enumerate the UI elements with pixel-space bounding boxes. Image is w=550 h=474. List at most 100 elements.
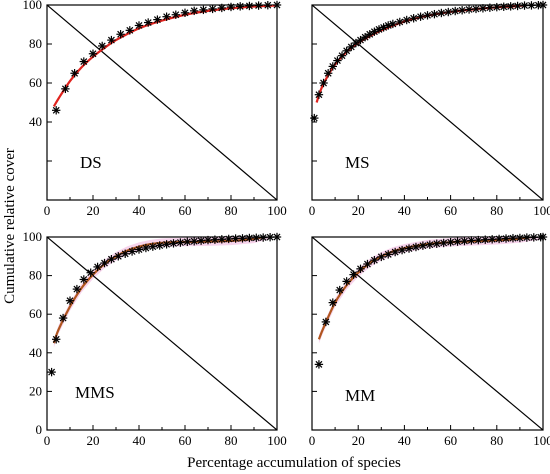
data-point <box>61 84 70 94</box>
x-tick-label: 60 <box>444 433 457 448</box>
data-point <box>384 250 393 259</box>
data-point <box>199 5 208 15</box>
data-point <box>141 243 151 253</box>
data-point <box>360 32 370 42</box>
data-point <box>349 270 358 279</box>
data-points <box>47 232 282 377</box>
x-tick-label: 60 <box>179 433 192 448</box>
data-point <box>351 38 361 48</box>
y-tick-label: 40 <box>29 114 42 129</box>
data-point <box>314 360 324 369</box>
data-point <box>254 1 263 10</box>
data-point <box>148 242 157 251</box>
data-point <box>310 113 319 123</box>
data-point <box>464 5 474 14</box>
data-point <box>272 0 282 10</box>
data-point <box>397 245 407 255</box>
y-tick-label: 20 <box>29 383 42 398</box>
data-point <box>127 247 137 256</box>
x-tick-label: 40 <box>133 203 146 218</box>
y-tick-label: 40 <box>29 345 42 360</box>
data-point <box>52 335 61 344</box>
data-point <box>153 15 162 24</box>
panels: 0 20 40 60 80 100 40 60 80 100 DS 0 20 40 60 80 100 MS 0 20… <box>23 0 550 448</box>
data-point <box>425 240 435 249</box>
data-point <box>342 277 351 286</box>
x-tick-label: 20 <box>352 433 365 448</box>
x-tick-label: 20 <box>87 433 100 448</box>
x-tick-label: 20 <box>87 203 100 218</box>
data-point <box>169 239 178 248</box>
x-tick-label: 100 <box>267 433 287 448</box>
data-point <box>439 238 448 248</box>
x-tick-label: 40 <box>398 203 411 218</box>
data-point <box>88 49 98 58</box>
data-point <box>79 57 88 66</box>
data-point <box>529 233 538 242</box>
panel-label: DS <box>80 153 102 172</box>
data-point <box>162 240 171 249</box>
data-point <box>125 26 134 35</box>
data-point <box>423 11 432 20</box>
y-tick-label: 60 <box>29 75 42 90</box>
data-point <box>121 249 130 258</box>
data-point <box>499 2 508 11</box>
data-point <box>107 35 116 45</box>
data-point <box>451 6 460 16</box>
data-point <box>319 78 328 88</box>
data-point <box>370 255 379 265</box>
y-tick-label: 80 <box>29 36 42 51</box>
x-tick-label: 0 <box>309 203 316 218</box>
x-tick-label: 100 <box>533 203 550 218</box>
x-tick-label: 20 <box>352 203 365 218</box>
x-tick-label: 80 <box>490 433 503 448</box>
data-point <box>388 19 398 29</box>
data-point <box>134 21 144 30</box>
data-point <box>323 69 333 78</box>
panel-ds: 0 20 40 60 80 100 40 60 80 100 DS <box>23 0 287 218</box>
data-point <box>86 268 95 277</box>
data-point <box>107 254 116 264</box>
diagonal-line <box>312 5 543 200</box>
y-axis-title: Cumulative relative cover <box>2 148 18 304</box>
fit-band <box>318 237 543 344</box>
data-point <box>377 252 386 262</box>
data-point <box>432 239 441 248</box>
data-point <box>263 0 272 10</box>
data-point <box>538 0 548 10</box>
data-point <box>190 6 199 16</box>
data-point <box>58 313 68 323</box>
x-tick-label: 80 <box>490 203 503 218</box>
data-point <box>180 8 190 17</box>
x-tick-label: 40 <box>398 433 411 448</box>
data-point <box>363 259 372 269</box>
x-tick-label: 0 <box>44 203 51 218</box>
data-point <box>252 233 261 242</box>
x-axis-title: Percentage accumulation of species <box>187 455 401 471</box>
data-point <box>356 35 365 45</box>
panel-mms: 0 20 40 60 80 100 0 20 40 60 80 100 MMS <box>23 229 287 448</box>
data-point <box>176 238 185 247</box>
data-point <box>245 1 254 11</box>
data-point <box>100 258 109 268</box>
data-point <box>314 90 324 99</box>
y-tick-label: 100 <box>23 229 43 244</box>
panel-ms: 0 20 40 60 80 100 MS <box>309 0 550 218</box>
data-point <box>72 284 82 294</box>
data-points <box>314 232 548 369</box>
data-point <box>93 262 102 272</box>
x-tick-label: 80 <box>225 203 238 218</box>
data-point <box>226 2 236 12</box>
data-point <box>134 245 144 254</box>
data-point <box>217 3 226 13</box>
data-point <box>203 235 213 245</box>
panel-label: MS <box>345 153 370 172</box>
y-tick-label: 60 <box>29 306 42 321</box>
data-point <box>411 242 421 252</box>
data-point <box>416 12 425 21</box>
x-tick-label: 0 <box>309 433 316 448</box>
fit-curve <box>317 237 538 340</box>
data-point <box>321 317 331 327</box>
data-points <box>310 0 548 123</box>
